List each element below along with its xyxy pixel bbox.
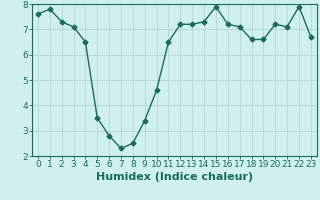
X-axis label: Humidex (Indice chaleur): Humidex (Indice chaleur) — [96, 172, 253, 182]
